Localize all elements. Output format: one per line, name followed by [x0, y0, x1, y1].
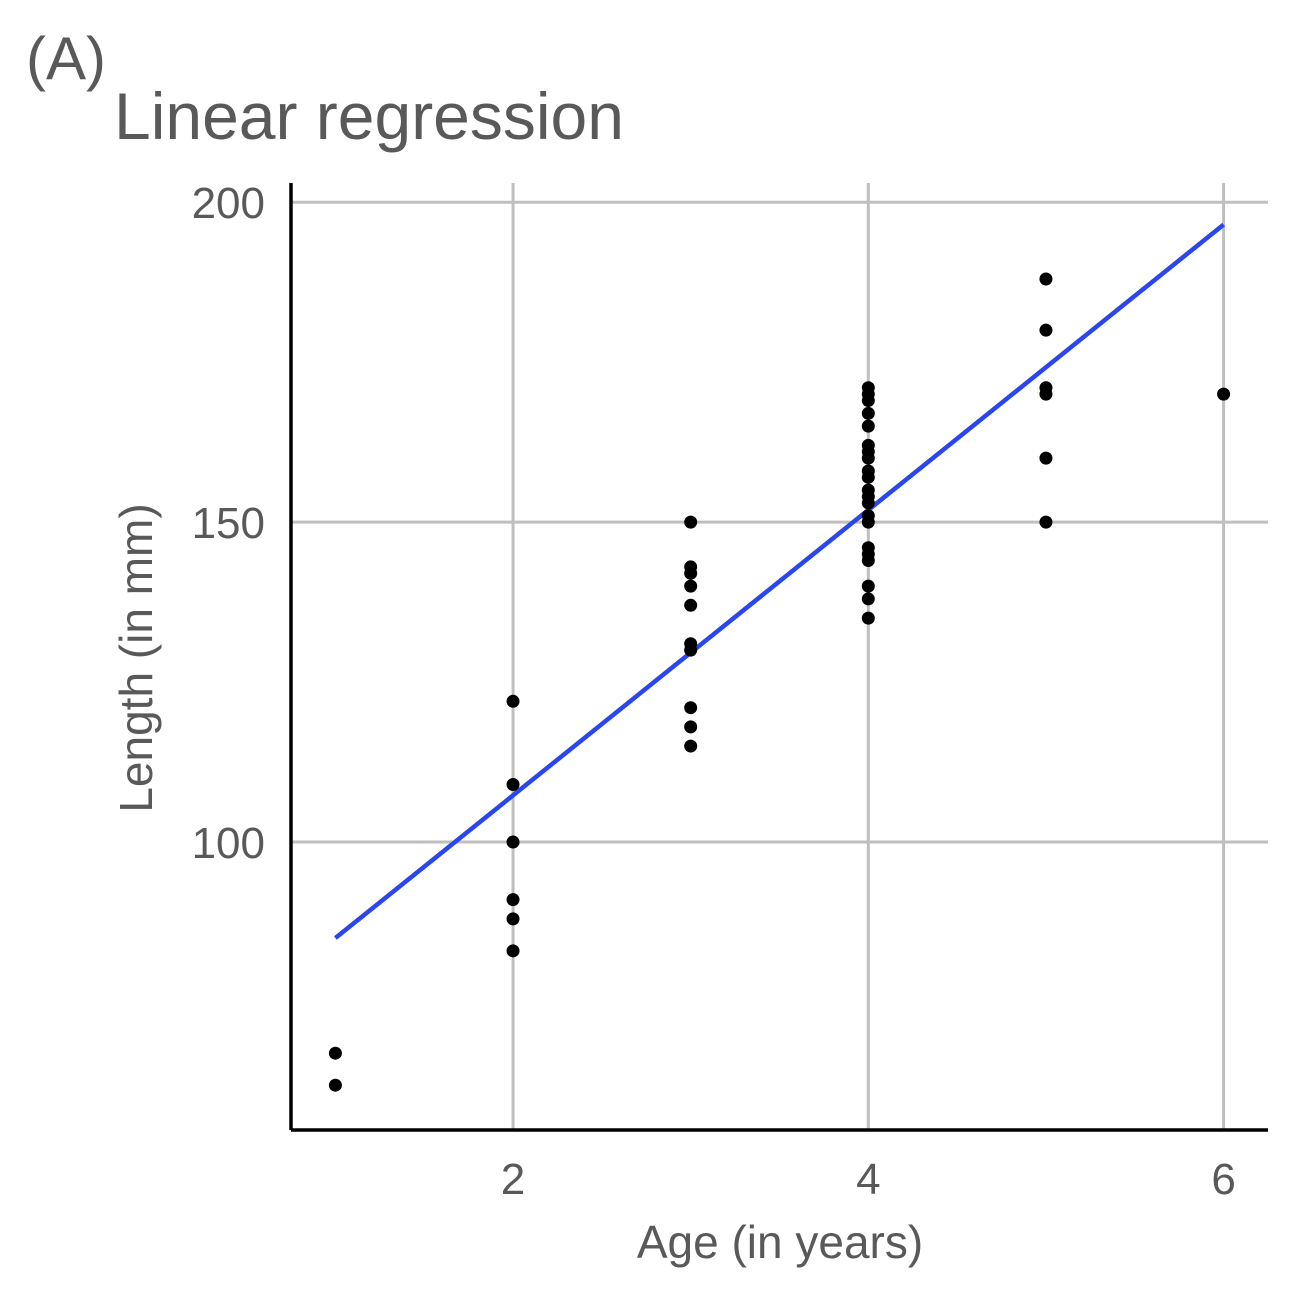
data-point — [861, 470, 875, 484]
y-axis-title: Length (in mm) — [110, 503, 162, 812]
data-point — [861, 592, 875, 606]
data-points — [328, 272, 1231, 1092]
data-point — [861, 419, 875, 433]
chart-title: Linear regression — [114, 79, 624, 153]
data-point — [684, 739, 698, 753]
data-point — [861, 611, 875, 625]
data-point — [1039, 451, 1053, 465]
data-point — [1217, 387, 1231, 401]
x-tick-label: 2 — [501, 1155, 525, 1204]
data-point — [328, 1078, 342, 1092]
data-point — [1039, 323, 1053, 337]
data-point — [861, 394, 875, 408]
data-point — [861, 515, 875, 529]
data-point — [1039, 515, 1053, 529]
data-point — [861, 496, 875, 510]
data-point — [684, 720, 698, 734]
data-point — [684, 566, 698, 580]
x-tick-label: 4 — [856, 1155, 880, 1204]
data-point — [506, 777, 520, 791]
x-tick-label: 6 — [1211, 1155, 1235, 1204]
x-axis-title: Age (in years) — [637, 1216, 923, 1268]
y-tick-label: 100 — [192, 819, 265, 868]
data-point — [684, 643, 698, 657]
data-point — [506, 694, 520, 708]
data-point — [861, 579, 875, 593]
data-point — [861, 554, 875, 568]
data-point — [506, 944, 520, 958]
data-point — [684, 701, 698, 715]
data-point — [328, 1046, 342, 1060]
tick-labels: 2 4 6 100 150 200 — [192, 179, 1236, 1204]
y-tick-label: 150 — [192, 499, 265, 548]
data-point — [861, 406, 875, 420]
panel-label: (A) — [26, 25, 106, 92]
data-point — [506, 893, 520, 907]
data-point — [506, 835, 520, 849]
data-point — [1039, 272, 1053, 286]
data-point — [1039, 387, 1053, 401]
regression-line-group — [334, 222, 1226, 940]
data-point — [684, 515, 698, 529]
data-point — [861, 451, 875, 465]
grid-lines — [291, 183, 1268, 1130]
regression-line — [334, 222, 1226, 940]
data-point — [506, 912, 520, 926]
axes — [289, 183, 1268, 1132]
y-tick-label: 200 — [192, 179, 265, 228]
data-point — [684, 598, 698, 612]
data-point — [684, 579, 698, 593]
